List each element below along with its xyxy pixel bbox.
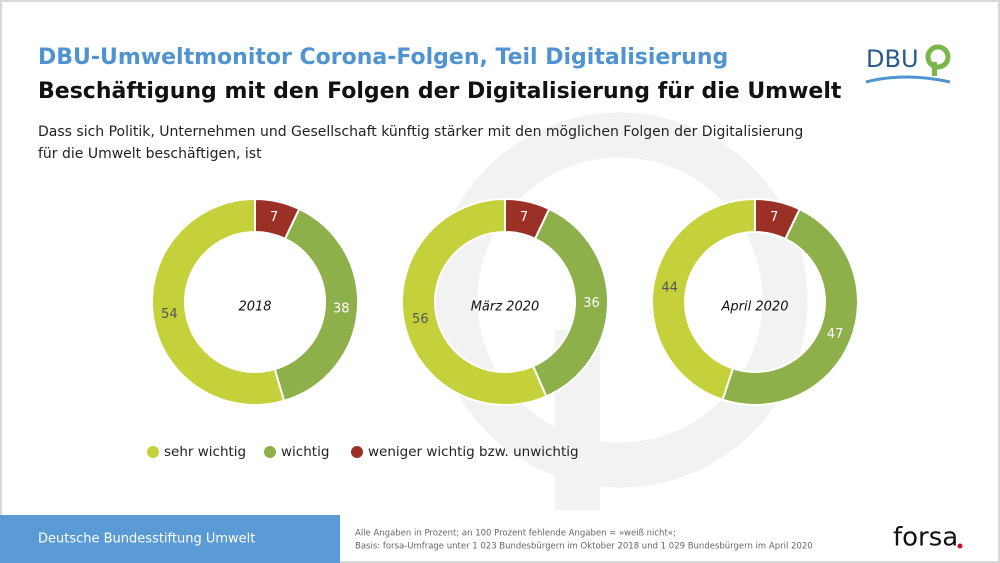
logo-text: DBU (866, 45, 919, 73)
legend-swatch (147, 446, 159, 458)
donut-segment (651, 197, 756, 402)
data-label: 38 (333, 301, 350, 316)
donut-segment (531, 207, 609, 398)
subtitle: Beschäftigung mit den Folgen der Digital… (38, 79, 842, 104)
legend-label: weniger wichtig bzw. unwichtig (368, 444, 579, 460)
center-label: April 2020 (721, 300, 789, 315)
question: für die Umwelt beschäftigen, ist (38, 146, 262, 162)
donut: 7 47 44 April 2020 (651, 197, 859, 406)
logo-mark (865, 44, 951, 84)
center-label: 2018 (238, 300, 271, 315)
donut: 7 38 54 2018 (151, 197, 359, 406)
question: Dass sich Politik, Unternehmen und Gesel… (38, 124, 803, 140)
data-label: 44 (661, 281, 678, 296)
donut-segment (151, 197, 286, 406)
data-label: 7 (520, 210, 528, 225)
source-logo: forsa (893, 523, 958, 553)
data-label: 47 (827, 327, 844, 342)
title: DBU-Umweltmonitor Corona-Folgen, Teil Di… (38, 45, 728, 70)
donut: 7 36 56 März 2020 (401, 197, 609, 406)
data-label: 7 (770, 210, 778, 225)
data-label: 36 (583, 296, 600, 311)
legend-swatch (264, 446, 276, 458)
legend-swatch (351, 446, 363, 458)
footnote: Basis: forsa-Umfrage unter 1 023 Bundesb… (355, 542, 813, 552)
center-label: März 2020 (471, 300, 540, 315)
data-label: 56 (412, 312, 429, 327)
footnote: Alle Angaben in Prozent; an 100 Prozent … (355, 529, 676, 539)
legend-label: sehr wichtig (164, 444, 246, 460)
source-logo-dot (957, 543, 963, 549)
donut-segment (273, 207, 359, 403)
footer-org: Deutsche Bundesstiftung Umwelt (38, 532, 255, 547)
legend-label: wichtig (281, 444, 329, 460)
data-label: 54 (161, 307, 178, 322)
donut-segment (721, 207, 859, 406)
donut-segment (401, 197, 548, 406)
footer-band (0, 515, 340, 563)
data-label: 7 (270, 210, 278, 225)
